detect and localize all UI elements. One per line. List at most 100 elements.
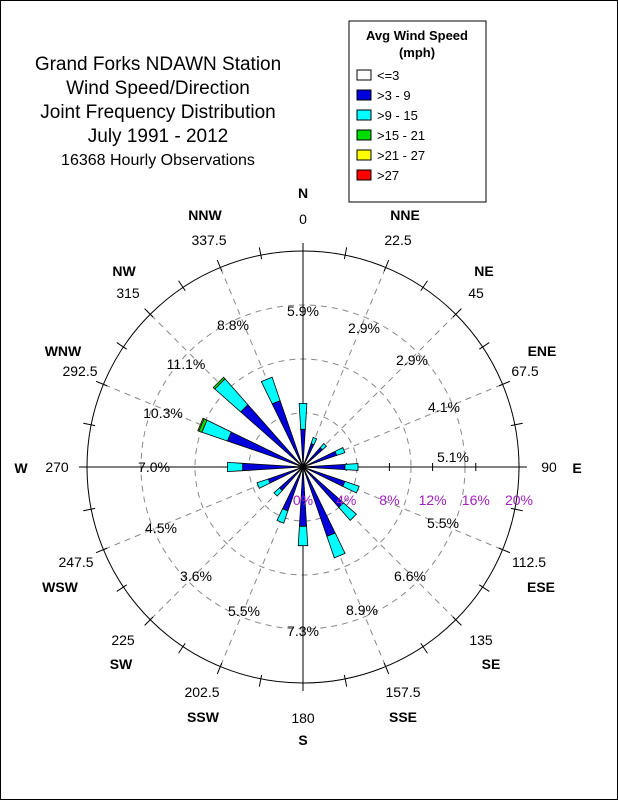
outer-tick: [83, 422, 96, 427]
grid-spoke: [302, 267, 387, 468]
bar-wsw-bin-2: [256, 478, 271, 489]
legend-label-5: >27: [377, 168, 399, 183]
degree-label-nnw: 337.5: [191, 232, 226, 248]
direction-label-w: W: [14, 460, 28, 476]
bar-wnw-bin-4: [197, 417, 205, 432]
legend-swatch-4: [356, 149, 372, 161]
outer-tick: [383, 662, 390, 675]
outer-tick: [83, 507, 96, 512]
degree-label-ssw: 202.5: [184, 684, 219, 700]
bar-w-bin-2: [227, 461, 244, 473]
legend: Avg Wind Speed (mph) <=3 >3 - 9 >9 - 15 >15…: [348, 20, 487, 203]
scale-label-8: 8%: [379, 492, 399, 508]
legend-label-4: >21 - 27: [377, 148, 425, 163]
outer-tick: [178, 280, 186, 292]
legend-label-0: <=3: [377, 68, 399, 83]
degree-label-sw: 225: [111, 632, 135, 648]
legend-swatch-5: [356, 169, 372, 181]
direction-label-se: SE: [482, 656, 501, 672]
frequency-label-w: 7.0%: [138, 459, 170, 475]
direction-label-sw: SW: [110, 656, 133, 672]
bar-s-bin-2: [297, 525, 309, 547]
bar-n-bin-2: [298, 402, 308, 430]
outer-tick: [178, 642, 186, 654]
frequency-label-wsw: 4.5%: [145, 520, 177, 536]
outer-tick: [420, 280, 428, 292]
degree-label-wnw: 292.5: [62, 363, 97, 379]
wind-rose-bars: [197, 376, 360, 559]
bar-nw-bin-3: [212, 376, 226, 390]
title-line-1: Grand Forks NDAWN Station: [35, 54, 281, 75]
direction-label-sse: SSE: [389, 709, 417, 725]
outer-tick: [116, 584, 128, 592]
bar-wnw-bin-1: [226, 431, 299, 466]
bar-se-bin-2: [338, 502, 357, 521]
grid-spoke: [302, 313, 457, 468]
outer-tick: [95, 380, 108, 387]
frequency-label-s: 7.3%: [287, 623, 319, 639]
outer-tick: [498, 380, 511, 387]
outer-tick: [144, 616, 154, 626]
frequency-label-wnw: 10.3%: [143, 405, 183, 421]
legend-swatch-1: [356, 89, 372, 101]
outer-tick: [452, 616, 462, 626]
legend-swatch-0: [356, 69, 372, 81]
direction-label-ese: ESE: [527, 579, 555, 595]
legend-label-3: >15 - 21: [377, 128, 425, 143]
bar-e-bin-1: [305, 463, 346, 471]
direction-label-wnw: WNW: [45, 343, 82, 359]
degree-label-se: 135: [469, 632, 493, 648]
frequency-label-nnw: 8.8%: [217, 317, 249, 333]
legend-title: Avg Wind Speed: [366, 28, 468, 43]
degree-label-sse: 157.5: [385, 684, 420, 700]
degree-label-wsw: 247.5: [58, 554, 93, 570]
title-line-3: Joint Frequency Distribution: [40, 102, 276, 123]
outer-tick: [498, 547, 511, 554]
degree-label-n: 0: [299, 211, 307, 227]
degree-label-w: 270: [45, 459, 69, 475]
legend-box: [348, 20, 487, 203]
outer-tick: [383, 259, 390, 272]
outer-tick: [452, 308, 462, 318]
direction-label-ne: NE: [474, 263, 493, 279]
bar-nne-bin-2: [310, 436, 318, 446]
outer-tick: [343, 674, 348, 687]
bar-n-bin-1: [300, 428, 306, 463]
outer-tick: [478, 584, 490, 592]
direction-label-wsw: WSW: [42, 579, 79, 595]
outer-tick: [420, 642, 428, 654]
chart-title: Grand Forks NDAWN Station Wind Speed/Dir…: [35, 54, 281, 169]
frequency-label-sw: 3.6%: [180, 568, 212, 584]
legend-label-1: >3 - 9: [377, 88, 411, 103]
direction-label-n: N: [298, 185, 308, 201]
degree-label-nne: 22.5: [384, 232, 411, 248]
bar-sw-bin-2: [273, 487, 283, 497]
outer-tick: [258, 674, 263, 687]
frequency-label-nne: 2.9%: [348, 320, 380, 336]
outer-tick: [343, 247, 348, 260]
title-line-2: Wind Speed/Direction: [66, 78, 250, 99]
bar-ene-bin-2: [334, 447, 346, 456]
outer-tick: [510, 422, 523, 427]
outer-tick: [95, 547, 108, 554]
outer-tick: [116, 342, 128, 350]
degree-label-ne: 45: [468, 285, 484, 301]
degree-label-s: 180: [291, 710, 315, 726]
direction-label-e: E: [572, 460, 581, 476]
outer-tick: [478, 342, 490, 350]
direction-label-nw: NW: [112, 263, 136, 279]
frequency-label-se: 6.6%: [394, 568, 426, 584]
scale-label-4: 4%: [336, 492, 356, 508]
frequency-label-e: 5.1%: [437, 449, 469, 465]
title-line-4: July 1991 - 2012: [88, 126, 229, 147]
bar-wnw-bin-2: [201, 419, 232, 442]
frequency-label-sse: 8.9%: [346, 602, 378, 618]
frequency-label-ssw: 5.5%: [228, 603, 260, 619]
scale-label-16: 16%: [462, 492, 490, 508]
frequency-label-ne: 2.9%: [396, 352, 428, 368]
outer-tick: [216, 662, 223, 675]
direction-label-nne: NNE: [390, 207, 420, 223]
frequency-label-ene: 4.1%: [428, 399, 460, 415]
degree-label-ese: 112.5: [512, 554, 546, 570]
